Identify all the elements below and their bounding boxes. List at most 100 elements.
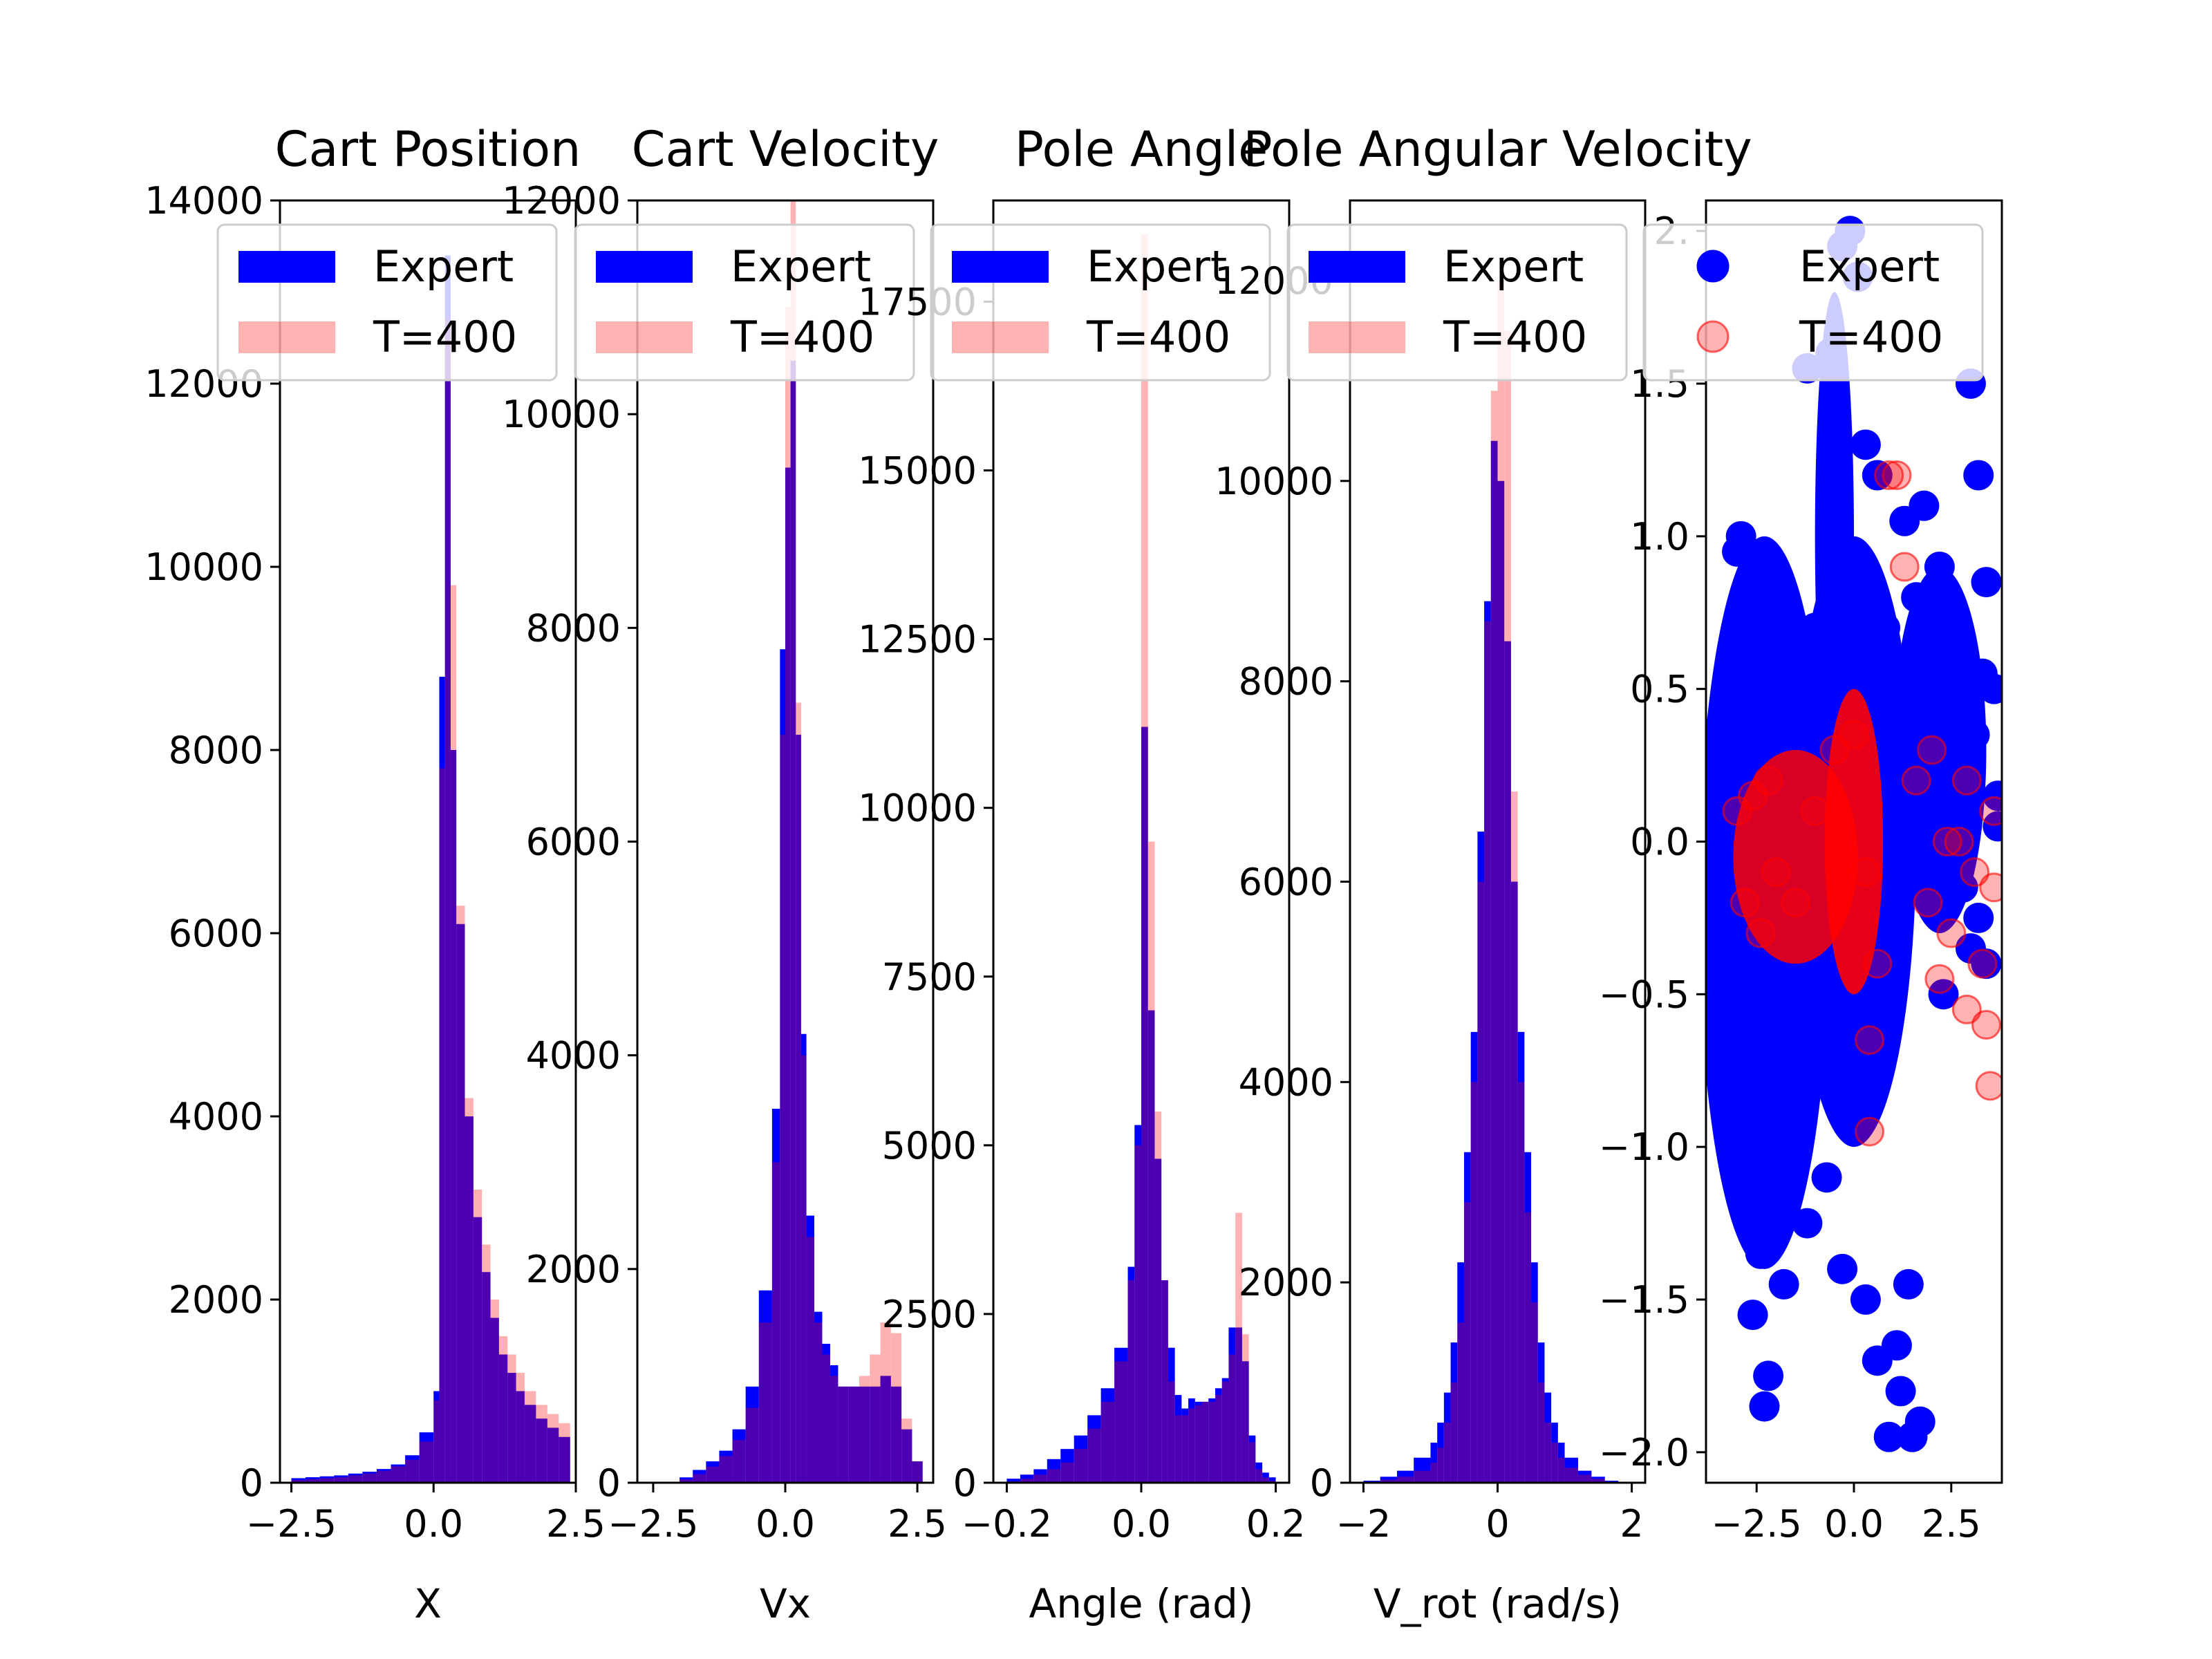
histogram-bar: [1470, 1031, 1478, 1483]
histogram-bar: [1047, 1469, 1061, 1483]
histogram-bar: [1228, 1354, 1236, 1483]
scatter-cluster: [1815, 292, 1854, 781]
histogram-bar: [419, 1441, 434, 1483]
histogram-bar: [1380, 1477, 1397, 1483]
histogram-bar: [814, 1322, 823, 1483]
histogram-bar: [890, 1333, 902, 1483]
histogram-bar: [450, 750, 457, 1483]
histogram-bar: [524, 1391, 536, 1483]
subplot-title: Cart Position: [275, 121, 581, 178]
histogram-bar: [1463, 1152, 1471, 1483]
scatter-point: [1913, 888, 1943, 918]
histogram-bar: [1524, 1212, 1532, 1483]
scatter-point: [1932, 827, 1962, 856]
histogram-bar: [405, 1459, 420, 1483]
histogram-bar: [1544, 1392, 1552, 1483]
histogram-bar: [1577, 1474, 1592, 1483]
subplot-title: Pole Angle: [1015, 121, 1268, 178]
histogram-bar: [706, 1461, 720, 1483]
histogram-bar: [405, 1455, 420, 1483]
legend-label: Expert: [1799, 241, 1940, 292]
scatter-point: [1855, 1025, 1885, 1056]
histogram-bar: [439, 768, 445, 1483]
scatter-point: [1940, 628, 1971, 659]
histogram-bar: [1591, 1479, 1605, 1483]
histogram-bar: [1241, 1361, 1249, 1483]
histogram-bar: [830, 1376, 838, 1483]
histogram-bar: [1457, 1322, 1464, 1483]
histogram-bar: [1235, 1212, 1242, 1483]
histogram-bar: [1450, 1342, 1458, 1483]
histogram-bar: [785, 307, 791, 1483]
scatter-point: [1745, 918, 1776, 948]
histogram-bar: [912, 1461, 923, 1483]
x-tick-label: 0.2: [1246, 1502, 1306, 1546]
y-tick-label: 10000: [1215, 460, 1333, 503]
y-tick-label: 1.0: [1630, 515, 1689, 559]
scatter-point: [1827, 1253, 1858, 1284]
histogram-bar: [1510, 791, 1518, 1483]
series-t-400: [1006, 234, 1276, 1483]
y-tick-label: 2500: [882, 1293, 977, 1336]
histogram-bar: [419, 1432, 434, 1483]
x-tick-label: 2.5: [546, 1502, 606, 1546]
histogram-bar: [706, 1466, 720, 1483]
legend-label: T=400: [373, 312, 517, 362]
histogram-bar: [433, 1391, 440, 1483]
histogram-bar: [890, 1386, 902, 1483]
histogram-bar: [732, 1440, 746, 1483]
histogram-bar: [1134, 1125, 1141, 1483]
histogram-bar: [1147, 1010, 1155, 1483]
scatter-point: [1714, 948, 1745, 980]
scatter-point: [1901, 582, 1932, 613]
scatter-point: [1909, 490, 1940, 521]
histogram-bar: [1414, 1470, 1431, 1483]
histogram-bar: [1181, 1408, 1189, 1483]
y-tick-label: 2000: [1239, 1261, 1333, 1304]
histogram-bar: [1134, 1145, 1141, 1483]
histogram-bar: [559, 1423, 570, 1483]
histogram-bar: [1188, 1408, 1195, 1483]
histogram-bar: [771, 1162, 780, 1483]
y-tick-label: −0.5: [1599, 973, 1689, 1016]
scatter-point: [1776, 688, 1807, 720]
histogram-bar: [473, 1217, 482, 1483]
histogram-bar: [348, 1475, 363, 1483]
plot-area: [679, 200, 923, 1483]
histogram-bar: [1463, 1202, 1471, 1483]
histogram-bar: [433, 1400, 440, 1483]
histogram-bar: [291, 1478, 306, 1483]
y-tick-label: 0: [1310, 1461, 1333, 1505]
histogram-bar: [848, 1386, 859, 1483]
y-tick-label: 0: [953, 1461, 977, 1505]
scatter-point: [1737, 1300, 1768, 1331]
histogram-bar: [1033, 1469, 1047, 1483]
histogram-bar: [1443, 1392, 1451, 1483]
histogram-bar: [1414, 1457, 1431, 1483]
legend-label: Expert: [731, 241, 871, 292]
histogram-bar: [901, 1418, 912, 1483]
histogram-bar: [319, 1476, 335, 1483]
histogram-bar: [848, 1386, 859, 1483]
plot-area: [1706, 216, 2002, 1452]
series-expert: [1363, 440, 1619, 1483]
histogram-bar: [693, 1474, 706, 1483]
legend-marker: [1696, 250, 1730, 283]
histogram-bar: [1564, 1468, 1578, 1483]
histogram-bar: [1551, 1443, 1558, 1483]
histogram-bar: [1020, 1479, 1034, 1483]
scatter-point: [1850, 429, 1881, 460]
y-tick-label: −2.0: [1599, 1431, 1689, 1474]
histogram-bar: [1033, 1474, 1047, 1483]
histogram-bar: [1154, 1159, 1162, 1483]
histogram-bar: [473, 1190, 482, 1483]
scatter-point: [1904, 1406, 1936, 1437]
x-tick-label: 0.0: [1112, 1502, 1171, 1546]
scatter-point: [1901, 765, 1931, 796]
histogram-bar: [1557, 1457, 1565, 1483]
histogram-bar: [1591, 1477, 1605, 1483]
histogram-bar: [1268, 1477, 1276, 1483]
legend-label: Expert: [1087, 241, 1227, 292]
histogram-bar: [1537, 1342, 1545, 1483]
y-tick-label: 4000: [169, 1095, 263, 1138]
